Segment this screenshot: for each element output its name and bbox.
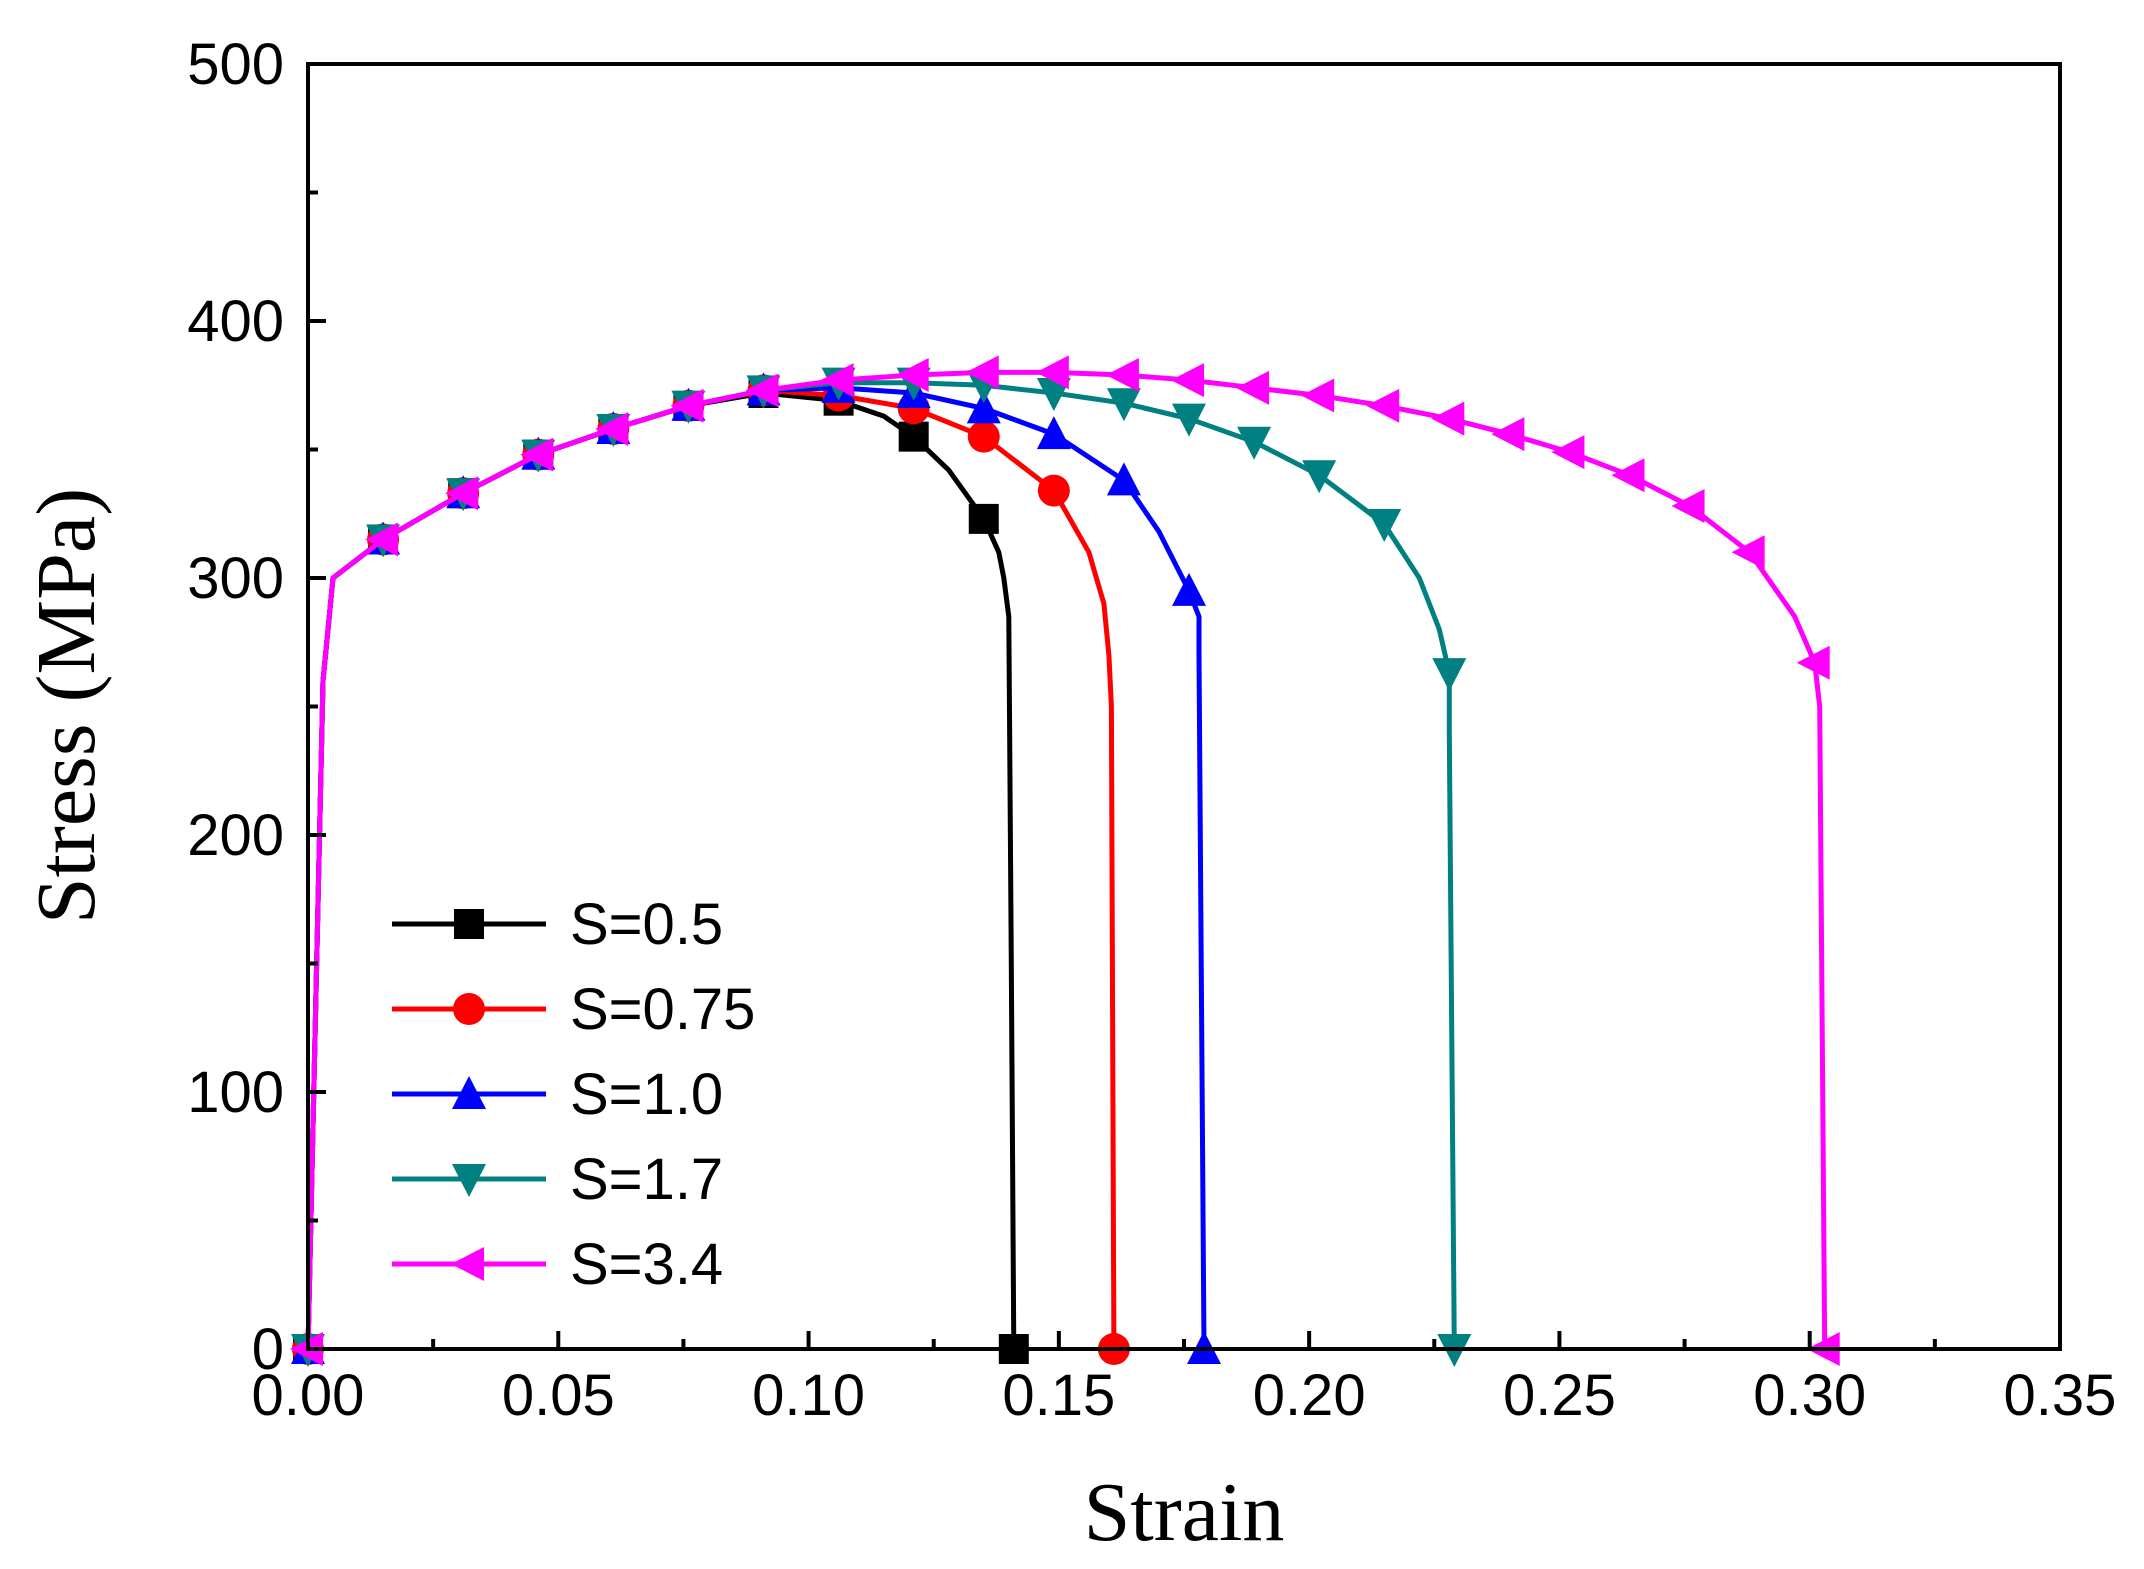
data-point — [1431, 401, 1465, 436]
data-point — [1171, 363, 1205, 398]
data-point — [1172, 572, 1207, 606]
series-line — [305, 385, 1207, 1350]
legend-label: S=1.0 — [570, 1062, 723, 1127]
x-tick-label: 0.30 — [1753, 1363, 1866, 1428]
x-tick-label: 0.35 — [2004, 1363, 2117, 1428]
legend-label: S=0.75 — [570, 977, 755, 1042]
x-tick-label: 0.05 — [502, 1363, 615, 1428]
y-axis-title: Stress (MPa) — [20, 488, 113, 924]
data-point — [1367, 509, 1402, 543]
data-point — [967, 420, 1000, 453]
legend-marker — [453, 993, 485, 1025]
data-point — [1106, 462, 1141, 496]
data-point — [1366, 388, 1400, 423]
legend-entry: S=1.7 — [392, 1147, 723, 1212]
legend-entry: S=0.5 — [392, 892, 723, 957]
legend: S=0.5 S=0.75 S=1.0 S=1.7 S=3.4 — [392, 892, 755, 1297]
legend-entry: S=0.75 — [392, 977, 755, 1042]
data-point — [1301, 378, 1335, 413]
y-tick-label: 400 — [187, 289, 284, 354]
y-tick-label: 500 — [187, 32, 284, 97]
legend-label: S=1.7 — [570, 1147, 723, 1212]
y-tick-label: 0 — [252, 1317, 284, 1382]
x-tick-label: 0.25 — [1503, 1363, 1616, 1428]
data-point — [1236, 370, 1270, 405]
data-point — [1432, 658, 1467, 692]
data-point — [1551, 435, 1585, 470]
data-point — [670, 388, 704, 423]
legend-marker — [454, 909, 484, 939]
legend-marker — [451, 1247, 484, 1281]
data-point — [1302, 460, 1337, 494]
data-point — [445, 476, 479, 511]
data-point — [1796, 645, 1830, 680]
data-point — [1671, 489, 1705, 524]
ticks-layer: 0.00 0.05 0.10 0.15 0.20 0.25 0.30 0.35 0 100 200 3… — [187, 32, 2116, 1428]
series-S=1.7 — [291, 367, 1472, 1367]
series-layer — [290, 355, 1840, 1367]
x-axis-title: Strain — [1084, 1466, 1285, 1559]
data-point — [1035, 355, 1069, 390]
legend-entry: S=3.4 — [392, 1232, 723, 1297]
series-S=0.75 — [292, 374, 1130, 1365]
data-point — [1036, 416, 1071, 450]
series-line — [305, 380, 1457, 1350]
data-point — [1491, 417, 1525, 452]
data-point — [965, 355, 999, 390]
x-tick-label: 0.20 — [1253, 1363, 1366, 1428]
y-tick-label: 100 — [187, 1060, 284, 1125]
x-tick-label: 0.10 — [752, 1363, 865, 1428]
data-point — [895, 357, 929, 392]
data-point — [1037, 474, 1070, 507]
y-tick-label: 200 — [187, 803, 284, 868]
legend-marker — [452, 1164, 486, 1197]
data-point — [520, 437, 554, 472]
series-S=1.0 — [291, 369, 1222, 1364]
legend-label: S=3.4 — [570, 1232, 723, 1297]
data-point — [1237, 426, 1272, 460]
series-line — [305, 369, 1828, 1350]
data-point — [745, 373, 779, 408]
x-tick-label: 0.15 — [1002, 1363, 1115, 1428]
data-point — [820, 363, 854, 398]
data-point — [898, 421, 929, 452]
data-point — [968, 503, 999, 534]
data-point — [1105, 357, 1139, 392]
legend-entry: S=1.0 — [392, 1062, 723, 1127]
data-point — [1611, 458, 1645, 493]
data-point — [966, 390, 1001, 424]
data-point — [595, 411, 629, 446]
data-point — [1036, 377, 1071, 411]
legend-label: S=0.5 — [570, 892, 723, 957]
x-tick-label: 0.00 — [252, 1363, 365, 1428]
legend-marker — [452, 1076, 486, 1109]
data-point — [365, 522, 399, 557]
data-point — [1731, 535, 1765, 570]
data-point — [1172, 403, 1207, 437]
data-point — [1106, 388, 1141, 422]
y-tick-label: 300 — [187, 546, 284, 611]
